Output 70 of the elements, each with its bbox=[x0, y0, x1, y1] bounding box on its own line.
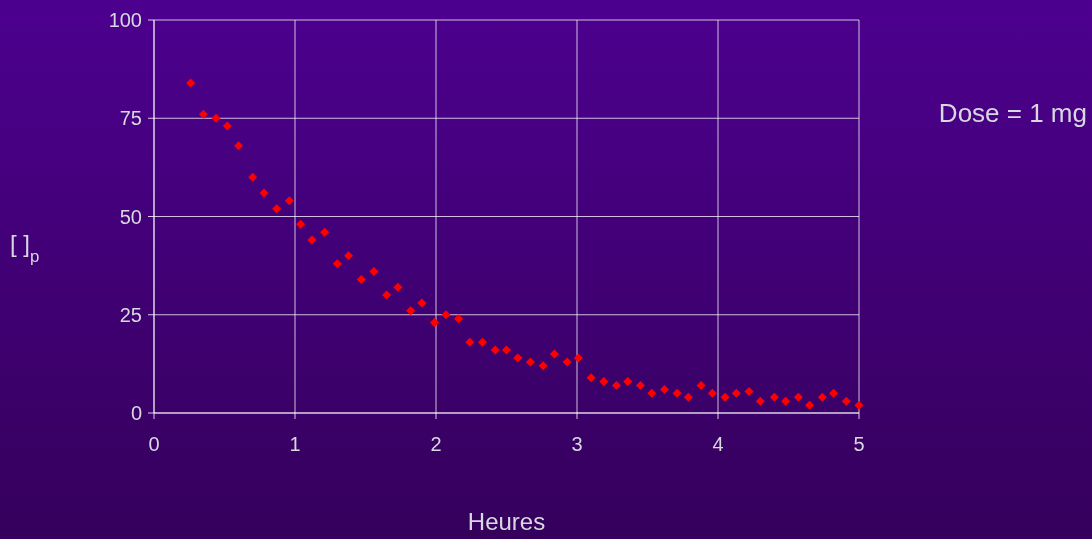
point bbox=[332, 259, 342, 269]
point bbox=[454, 314, 464, 324]
point bbox=[441, 310, 451, 320]
point bbox=[549, 349, 559, 359]
point bbox=[465, 337, 475, 347]
y-axis-title: [ ]$_{p}$ bbox=[10, 230, 40, 266]
x-tick-label: 0 bbox=[148, 433, 160, 455]
point bbox=[805, 400, 815, 410]
point bbox=[854, 400, 864, 410]
point bbox=[382, 290, 392, 300]
y-tick-label: 100 bbox=[108, 9, 142, 31]
point bbox=[781, 396, 791, 406]
point bbox=[490, 345, 500, 355]
point bbox=[222, 121, 232, 131]
point bbox=[320, 227, 330, 237]
point bbox=[611, 380, 621, 390]
point bbox=[586, 373, 596, 383]
x-tick-label: 2 bbox=[430, 433, 442, 455]
point bbox=[211, 113, 221, 123]
point bbox=[234, 141, 244, 151]
point bbox=[696, 380, 706, 390]
point bbox=[502, 345, 511, 355]
point bbox=[635, 380, 645, 390]
point bbox=[755, 396, 765, 406]
point bbox=[562, 357, 572, 367]
point bbox=[198, 109, 208, 119]
point bbox=[841, 396, 851, 406]
point bbox=[683, 392, 693, 402]
point bbox=[573, 353, 583, 363]
point bbox=[307, 235, 317, 245]
point bbox=[672, 388, 682, 398]
y-tick-label: 0 bbox=[130, 402, 142, 424]
x-tick-label: 5 bbox=[853, 433, 865, 455]
point bbox=[248, 172, 258, 182]
point bbox=[829, 388, 839, 398]
point bbox=[599, 377, 609, 387]
x-axis-title: Heures bbox=[467, 508, 546, 535]
x-tick-label: 4 bbox=[712, 433, 724, 455]
point bbox=[793, 392, 803, 402]
point bbox=[430, 318, 440, 328]
point bbox=[731, 388, 741, 398]
point bbox=[525, 357, 535, 367]
point bbox=[406, 306, 416, 316]
point bbox=[513, 353, 523, 363]
point bbox=[393, 282, 403, 292]
point bbox=[356, 274, 366, 284]
y-tick-label: 75 bbox=[119, 107, 142, 130]
point bbox=[720, 392, 730, 402]
point bbox=[647, 388, 657, 398]
point bbox=[707, 388, 717, 398]
point bbox=[296, 219, 306, 229]
point bbox=[817, 392, 827, 402]
point bbox=[272, 204, 282, 214]
text: Dose = 1 mg bbox=[938, 98, 1087, 128]
point bbox=[744, 386, 754, 396]
point bbox=[623, 377, 633, 387]
point bbox=[284, 196, 294, 206]
point bbox=[369, 267, 379, 277]
y-tick-label: 50 bbox=[119, 205, 142, 228]
x-tick-label: 1 bbox=[289, 433, 301, 455]
point bbox=[478, 337, 488, 347]
point bbox=[417, 298, 427, 308]
point bbox=[186, 78, 196, 88]
y-tick-label: 25 bbox=[119, 303, 142, 326]
point bbox=[659, 384, 669, 394]
point bbox=[259, 188, 269, 198]
point bbox=[344, 251, 354, 261]
point bbox=[538, 361, 548, 371]
x-tick-label: 3 bbox=[571, 433, 583, 455]
point bbox=[769, 392, 779, 402]
